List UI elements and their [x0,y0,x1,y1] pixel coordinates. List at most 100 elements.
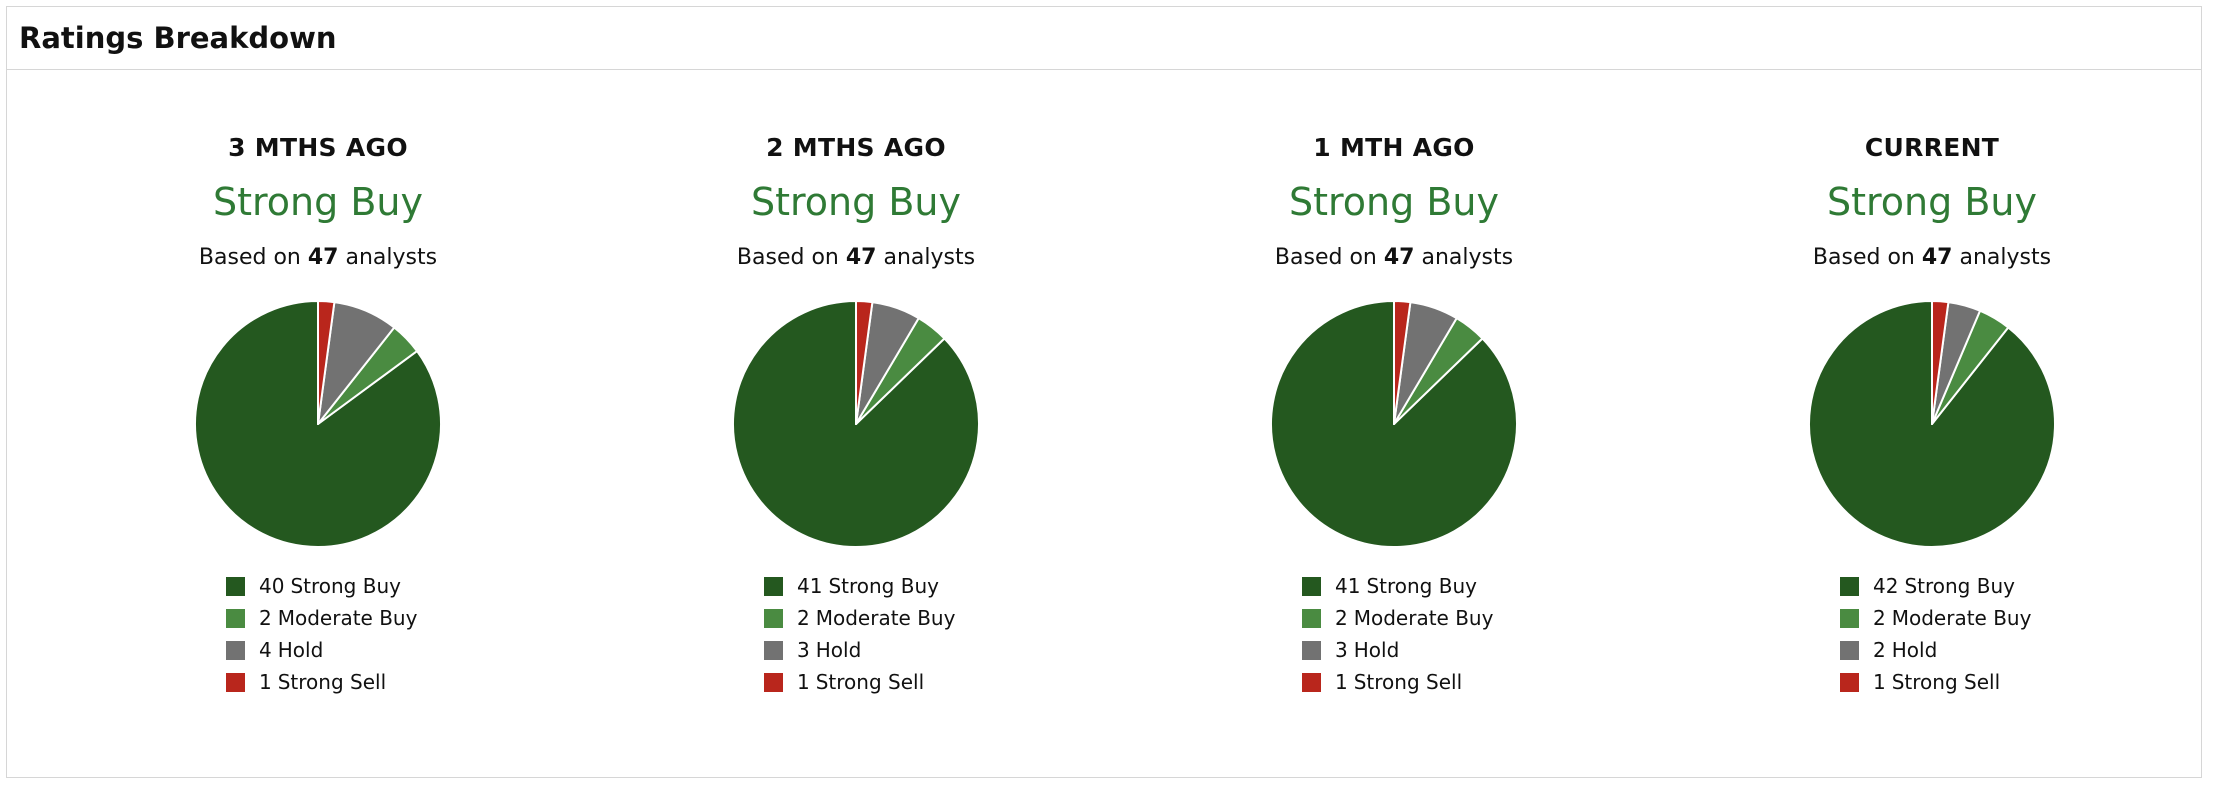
legend-swatch [1302,672,1321,692]
period-title: CURRENT [1864,133,2000,162]
ratings-pie-chart [1270,300,1518,548]
analyst-count: 47 [1383,245,1415,270]
analyst-count-prefix: Based on [1274,245,1377,270]
legend-swatch [226,672,245,692]
legend-swatch [1840,608,1859,628]
analyst-count-suffix: analysts [345,245,438,270]
legend-label: Moderate Buy [1353,606,1494,630]
legend-count: 41 [1335,574,1361,598]
legend-label: Hold [815,638,862,662]
legend-label: Strong Sell [277,670,387,694]
rating-period-column: 1 MTH AGO Strong Buy Based on 47 analyst… [1154,70,1634,770]
legend-swatch [764,608,783,628]
ratings-breakdown-panel: Ratings Breakdown 3 MTHS AGO Strong Buy … [6,6,2202,778]
legend-count: 40 [259,574,285,598]
legend-label: Hold [1353,638,1400,662]
period-title: 3 MTHS AGO [228,133,408,162]
legend-item-strong-buy: 42 Strong Buy [1840,570,2031,602]
legend-label: Hold [1891,638,1938,662]
legend-swatch [764,640,783,660]
legend-item-strong-sell: 1 Strong Sell [1840,666,2031,698]
period-title: 2 MTHS AGO [766,133,946,162]
legend-count: 1 [797,670,810,694]
rating-period-column: 3 MTHS AGO Strong Buy Based on 47 analys… [78,70,558,770]
legend-item-moderate-buy: 2 Moderate Buy [1302,602,1493,634]
legend-item-strong-buy: 41 Strong Buy [764,570,955,602]
legend-item-moderate-buy: 2 Moderate Buy [226,602,417,634]
legend-label: Strong Sell [815,670,925,694]
legend-label: Strong Buy [1904,574,2015,598]
analyst-count-suffix: analysts [883,245,976,270]
legend-label: Strong Sell [1891,670,2001,694]
ratings-pie-chart [194,300,442,548]
legend-swatch [226,608,245,628]
consensus-rating: Strong Buy [1827,180,2037,224]
panel-header: Ratings Breakdown [7,7,2201,70]
legend-count: 2 [1335,606,1348,630]
pie-legend: 41 Strong Buy 2 Moderate Buy 3 Hold 1 St… [764,570,955,698]
legend-count: 2 [259,606,272,630]
analyst-count: 47 [1921,245,1953,270]
legend-item-strong-sell: 1 Strong Sell [1302,666,1493,698]
pie-slice-strong-sell[interactable] [855,300,874,425]
rating-period-column: 2 MTHS AGO Strong Buy Based on 47 analys… [616,70,1096,770]
ratings-pie-chart [732,300,980,548]
period-title: 1 MTH AGO [1313,133,1475,162]
legend-item-strong-buy: 41 Strong Buy [1302,570,1493,602]
legend-swatch [1840,640,1859,660]
ratings-pie-chart [1808,300,2056,548]
legend-item-strong-sell: 1 Strong Sell [226,666,417,698]
legend-item-hold: 2 Hold [1840,634,2031,666]
legend-count: 2 [1873,638,1886,662]
analyst-count-prefix: Based on [198,245,301,270]
legend-swatch [226,576,245,596]
consensus-rating: Strong Buy [751,180,961,224]
legend-count: 41 [797,574,823,598]
analyst-count-suffix: analysts [1421,245,1514,270]
pie-slice-strong-sell[interactable] [1393,300,1412,425]
rating-period-column: CURRENT Strong Buy Based on 47 analysts … [1692,70,2172,770]
legend-swatch [1302,576,1321,596]
pie-legend: 40 Strong Buy 2 Moderate Buy 4 Hold 1 St… [226,570,417,698]
legend-count: 3 [797,638,810,662]
analyst-count-text: Based on 47 analysts [1154,245,1634,270]
legend-item-strong-sell: 1 Strong Sell [764,666,955,698]
legend-label: Moderate Buy [1891,606,2032,630]
legend-count: 3 [1335,638,1348,662]
pie-legend: 42 Strong Buy 2 Moderate Buy 2 Hold 1 St… [1840,570,2031,698]
analyst-count: 47 [307,245,339,270]
legend-swatch [1840,576,1859,596]
legend-swatch [226,640,245,660]
pie-slice-strong-sell[interactable] [317,300,336,425]
legend-label: Strong Buy [290,574,401,598]
analyst-count-text: Based on 47 analysts [1692,245,2172,270]
legend-label: Moderate Buy [277,606,418,630]
legend-count: 2 [1873,606,1886,630]
legend-swatch [764,576,783,596]
analyst-count: 47 [845,245,877,270]
analyst-count-prefix: Based on [1812,245,1915,270]
legend-label: Strong Buy [828,574,939,598]
legend-item-moderate-buy: 2 Moderate Buy [764,602,955,634]
legend-item-moderate-buy: 2 Moderate Buy [1840,602,2031,634]
legend-count: 2 [797,606,810,630]
legend-label: Hold [277,638,324,662]
analyst-count-suffix: analysts [1959,245,2052,270]
legend-swatch [1302,608,1321,628]
legend-item-hold: 3 Hold [764,634,955,666]
legend-count: 1 [1335,670,1348,694]
legend-count: 1 [1873,670,1886,694]
legend-label: Strong Sell [1353,670,1463,694]
legend-swatch [1302,640,1321,660]
legend-swatch [764,672,783,692]
consensus-rating: Strong Buy [213,180,423,224]
analyst-count-text: Based on 47 analysts [78,245,558,270]
legend-label: Strong Buy [1366,574,1477,598]
legend-count: 42 [1873,574,1899,598]
pie-slice-strong-sell[interactable] [1931,300,1950,425]
analyst-count-prefix: Based on [736,245,839,270]
legend-swatch [1840,672,1859,692]
analyst-count-text: Based on 47 analysts [616,245,1096,270]
legend-item-strong-buy: 40 Strong Buy [226,570,417,602]
legend-label: Moderate Buy [815,606,956,630]
